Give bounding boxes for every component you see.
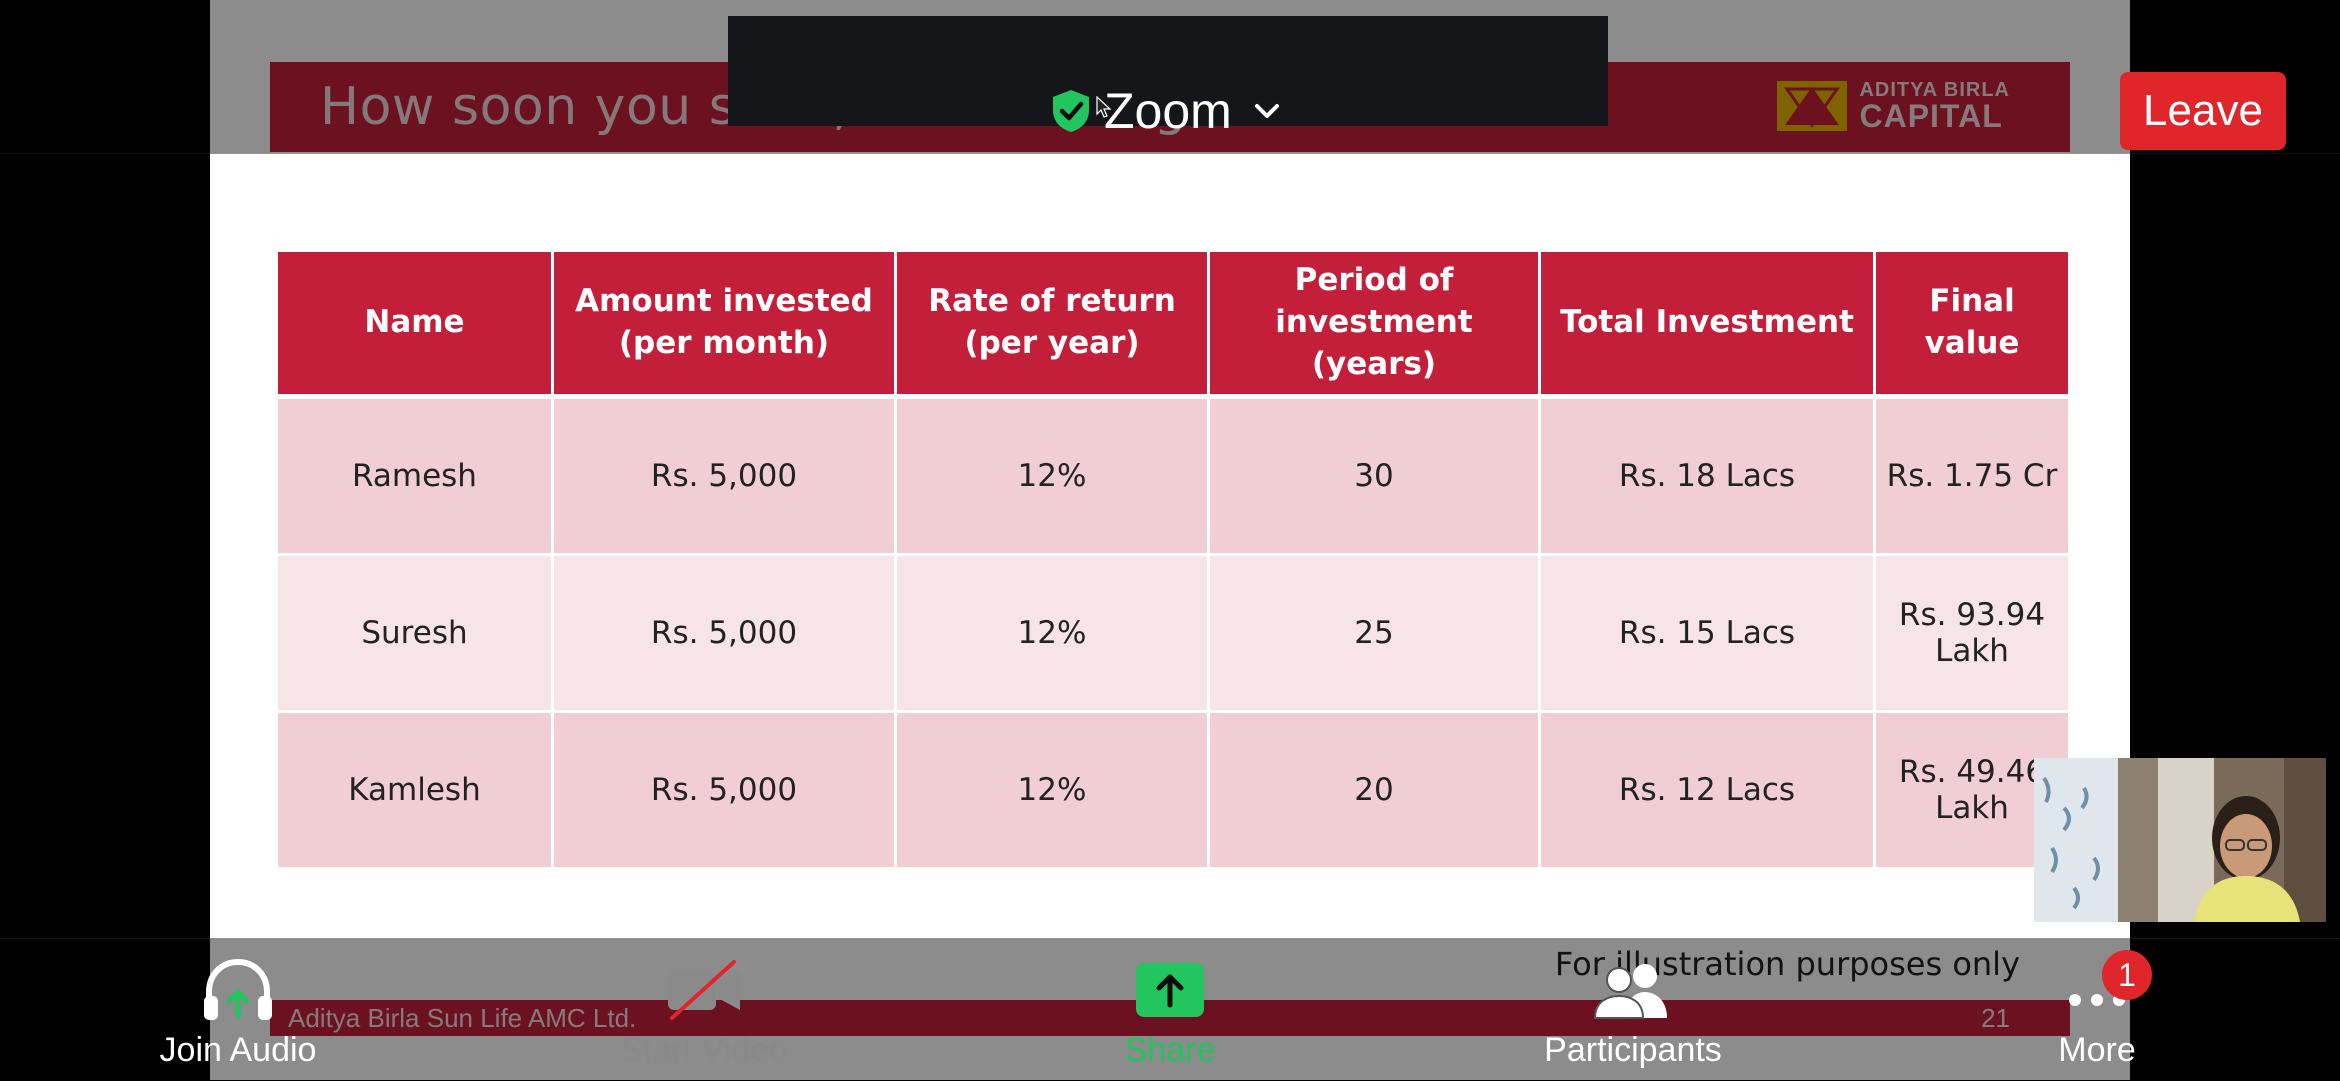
chevron-down-icon (1254, 104, 1279, 118)
cell-rate: 12% (895, 396, 1210, 556)
shield-check-icon (1053, 90, 1089, 132)
cell-rate: 12% (895, 554, 1210, 713)
illustration-note: For illustration purposes only (1554, 945, 2020, 983)
aditya-birla-logo-icon (1777, 81, 1848, 131)
start-video-label: Start Video (620, 1031, 788, 1069)
join-audio-button[interactable]: Join Audio (108, 955, 368, 1070)
cell-name: Kamlesh (278, 711, 554, 870)
table-row: Ramesh Rs. 5,000 12% 30 Rs. 18 Lacs Rs. … (278, 396, 2068, 556)
cell-total: Rs. 15 Lacs (1539, 554, 1876, 713)
cell-period: 30 (1208, 396, 1541, 556)
mouse-cursor-icon (1096, 96, 1112, 118)
header-rate: Rate of return (per year) (895, 252, 1210, 399)
shared-slide: How soon you start, makes a big differen… (210, 0, 2130, 1080)
meeting-title: Zoom (1104, 83, 1232, 139)
header-final: Final value (1874, 252, 2068, 399)
cell-amount: Rs. 5,000 (552, 396, 897, 556)
cell-amount: Rs. 5,000 (552, 554, 897, 713)
cell-final: Rs. 93.94 Lakh (1874, 554, 2068, 713)
self-video-thumbnail[interactable] (2034, 758, 2326, 922)
more-label: More (2058, 1031, 2136, 1069)
share-label: Share (1124, 1031, 1216, 1069)
brand-line-1: ADITYA BIRLA (1859, 79, 2010, 101)
page-number: 21 (1981, 1002, 2010, 1033)
masked-area (728, 16, 1608, 126)
investment-table: Name Amount invested (per month) Rate of … (278, 252, 2068, 870)
cell-name: Suresh (278, 554, 554, 713)
cell-name: Ramesh (278, 396, 554, 556)
cell-amount: Rs. 5,000 (552, 711, 897, 870)
start-video-button[interactable]: Start Video (574, 955, 834, 1070)
share-button[interactable]: Share (1040, 955, 1300, 1070)
cell-rate: 12% (895, 711, 1210, 870)
participants-icon (1593, 964, 1667, 1019)
table-row: Kamlesh Rs. 5,000 12% 20 Rs. 12 Lacs Rs.… (278, 711, 2068, 870)
header-period: Period of investment (years) (1208, 252, 1541, 399)
brand-line-2: CAPITAL (1859, 98, 2003, 134)
brand: ADITYA BIRLA CAPITAL (1777, 80, 2010, 132)
cell-period: 20 (1208, 711, 1541, 870)
header-amount: Amount invested (per month) (552, 252, 897, 399)
cell-total: Rs. 12 Lacs (1539, 711, 1876, 870)
join-audio-label: Join Audio (159, 1031, 317, 1069)
header-name: Name (278, 252, 554, 399)
participants-label: Participants (1544, 1031, 1722, 1069)
notification-badge: 1 (2102, 950, 2152, 1000)
participants-button[interactable]: Participants (1503, 955, 1763, 1070)
table-header-row: Name Amount invested (per month) Rate of … (278, 252, 2068, 399)
cell-period: 25 (1208, 554, 1541, 713)
more-button[interactable]: More (1967, 955, 2227, 1070)
table-row: Suresh Rs. 5,000 12% 25 Rs. 15 Lacs Rs. … (278, 554, 2068, 713)
cell-final: Rs. 1.75 Cr (1874, 396, 2068, 556)
cell-total: Rs. 18 Lacs (1539, 396, 1876, 556)
video-off-icon (668, 960, 740, 1020)
meeting-title-dropdown[interactable]: Zoom (1050, 82, 1282, 140)
footer-company: Aditya Birla Sun Life AMC Ltd. (288, 1002, 637, 1033)
share-screen-icon (1136, 963, 1204, 1017)
header-total: Total Investment (1539, 252, 1876, 399)
headphones-icon (204, 958, 272, 1020)
leave-button[interactable]: Leave (2120, 72, 2286, 150)
participant-video-image (2034, 758, 2326, 922)
